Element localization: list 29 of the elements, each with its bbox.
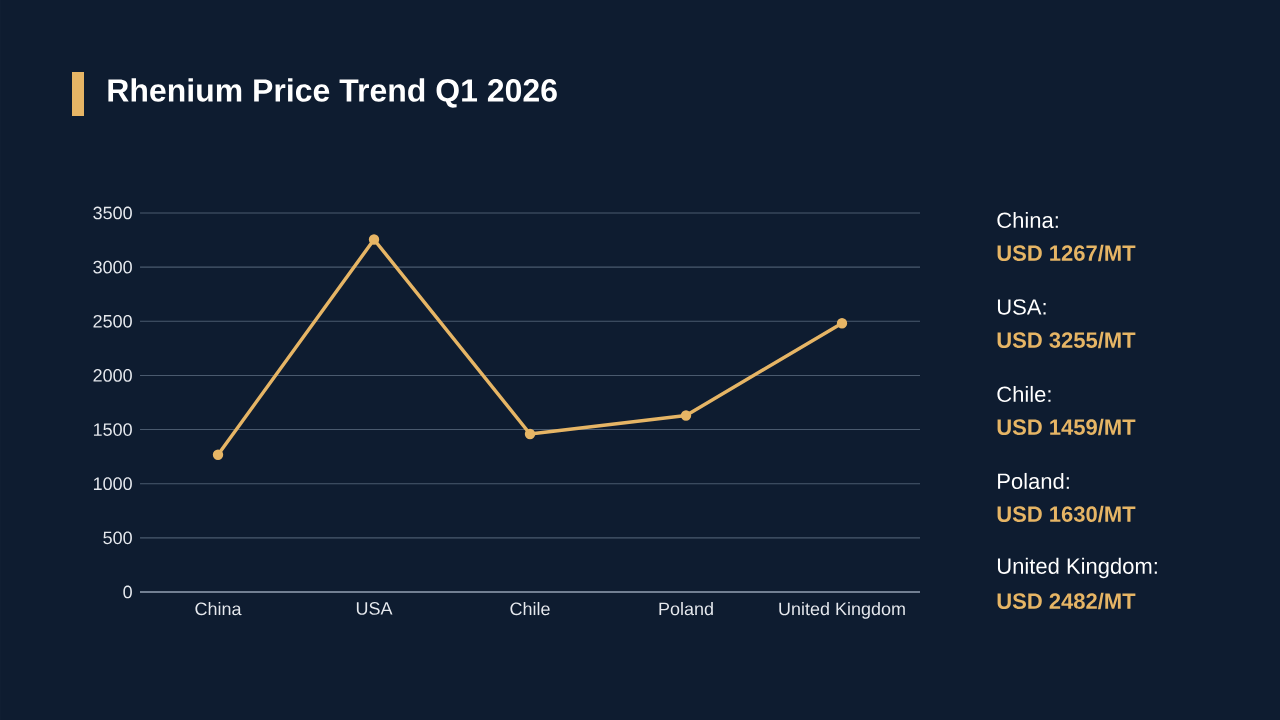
text: USD 1267/MT	[997, 244, 1136, 262]
y-tick-label: 500	[103, 531, 132, 545]
y-tick-label: 2000	[93, 369, 132, 382]
text: USD 3255/MT	[997, 331, 1136, 349]
y-tick-label: 2500	[93, 314, 132, 328]
point	[212, 449, 224, 460]
text: USA:	[997, 299, 1046, 315]
y-tick-label: 0	[123, 585, 132, 599]
y-tick-label: 3000	[93, 260, 132, 274]
text: United Kingdom:	[997, 557, 1157, 579]
point	[524, 428, 536, 440]
point	[368, 234, 380, 245]
y-tick-label: 3500	[93, 206, 132, 220]
text: Chile:	[997, 385, 1051, 403]
x-tick-label: China	[195, 602, 242, 616]
point	[836, 318, 848, 329]
point	[680, 410, 692, 421]
text: USD 2482/MT	[997, 592, 1136, 610]
text: Poland:	[998, 472, 1069, 490]
x-tick-label: United Kingdom	[779, 602, 905, 619]
x-tick-label: Chile	[510, 602, 550, 616]
chart-title: Rhenium Price Trend Q1 2026	[108, 78, 557, 108]
x-tick-label: USA	[356, 602, 393, 615]
text: USD 1630/MT	[997, 505, 1136, 523]
y-tick-label: 1000	[93, 477, 132, 491]
y-tick-label: 1500	[93, 423, 132, 436]
text: China:	[997, 211, 1058, 229]
x-tick-label: Poland	[659, 602, 713, 616]
text: USD 1459/MT	[997, 418, 1136, 436]
